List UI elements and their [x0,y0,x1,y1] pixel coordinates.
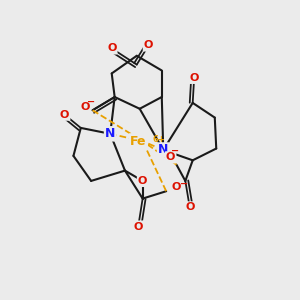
Text: O: O [60,110,69,120]
Text: O: O [80,102,90,112]
Text: O: O [107,44,116,53]
Text: O: O [138,176,147,186]
Text: O: O [185,202,194,212]
Text: Fe: Fe [130,135,146,148]
Text: −: − [171,146,179,156]
Text: O: O [190,73,199,83]
Text: O: O [172,182,181,192]
Text: −: − [180,179,188,189]
Text: N: N [158,143,168,157]
Text: O: O [134,222,143,232]
Text: N: N [105,127,116,140]
Text: O: O [166,152,175,162]
Text: 6+: 6+ [152,135,165,144]
Text: −: − [87,96,95,106]
Text: O: O [144,40,153,50]
